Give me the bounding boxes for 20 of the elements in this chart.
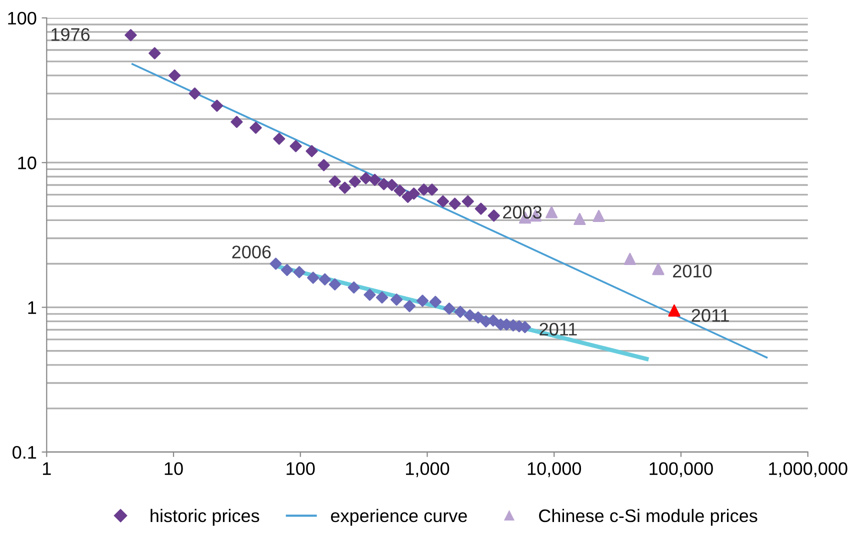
x-tick-label: 100,000: [650, 462, 713, 478]
legend-label: Chinese c-Si module prices: [539, 508, 758, 526]
x-tick-label: 10: [164, 462, 183, 476]
legend-label: experience curve: [330, 508, 467, 526]
y-tick-label: 1: [28, 301, 36, 314]
y-tick-label: 10: [18, 156, 36, 170]
annotation: 2010: [673, 264, 712, 278]
x-tick-label: 1: [43, 462, 51, 475]
annotation: 2003: [503, 206, 542, 219]
annotation: 1976: [52, 28, 90, 41]
y-tick-label: 100: [8, 12, 36, 25]
x-tick-label: 100: [286, 462, 315, 476]
x-tick-label: 10,000: [528, 462, 582, 478]
annotation: 2011: [540, 322, 577, 336]
annotation: 2006: [232, 246, 271, 258]
x-tick-label: 1,000,000: [769, 462, 848, 478]
annotation: 2011: [692, 309, 729, 322]
x-tick-label: 1,000: [406, 462, 450, 478]
legend-label: historic prices: [150, 508, 260, 526]
y-tick-label: 0.1: [12, 446, 36, 459]
